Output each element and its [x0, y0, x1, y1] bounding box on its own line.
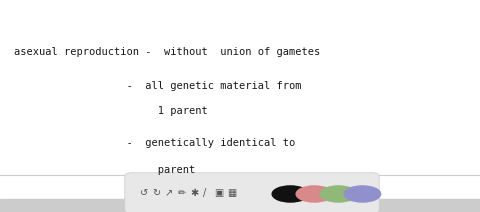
Circle shape [272, 186, 309, 202]
Text: ▣: ▣ [214, 188, 223, 198]
Text: /: / [204, 188, 206, 198]
Text: ↻: ↻ [152, 188, 160, 198]
Circle shape [320, 186, 357, 202]
Text: ↺: ↺ [140, 188, 148, 198]
FancyBboxPatch shape [125, 173, 379, 212]
Text: ▦: ▦ [227, 188, 236, 198]
Text: ↗: ↗ [165, 188, 173, 198]
Bar [0, 199, 480, 212]
Text: -  genetically identical to: - genetically identical to [14, 138, 296, 148]
Text: ✱: ✱ [191, 188, 198, 198]
Text: 1 parent: 1 parent [14, 106, 208, 116]
Text: asexual reproduction -  without  union of gametes: asexual reproduction - without union of … [14, 47, 321, 57]
Circle shape [344, 186, 381, 202]
Text: -  all genetic material from: - all genetic material from [14, 81, 302, 91]
Circle shape [296, 186, 333, 202]
Text: parent: parent [14, 165, 196, 175]
Text: ✏: ✏ [178, 188, 185, 198]
